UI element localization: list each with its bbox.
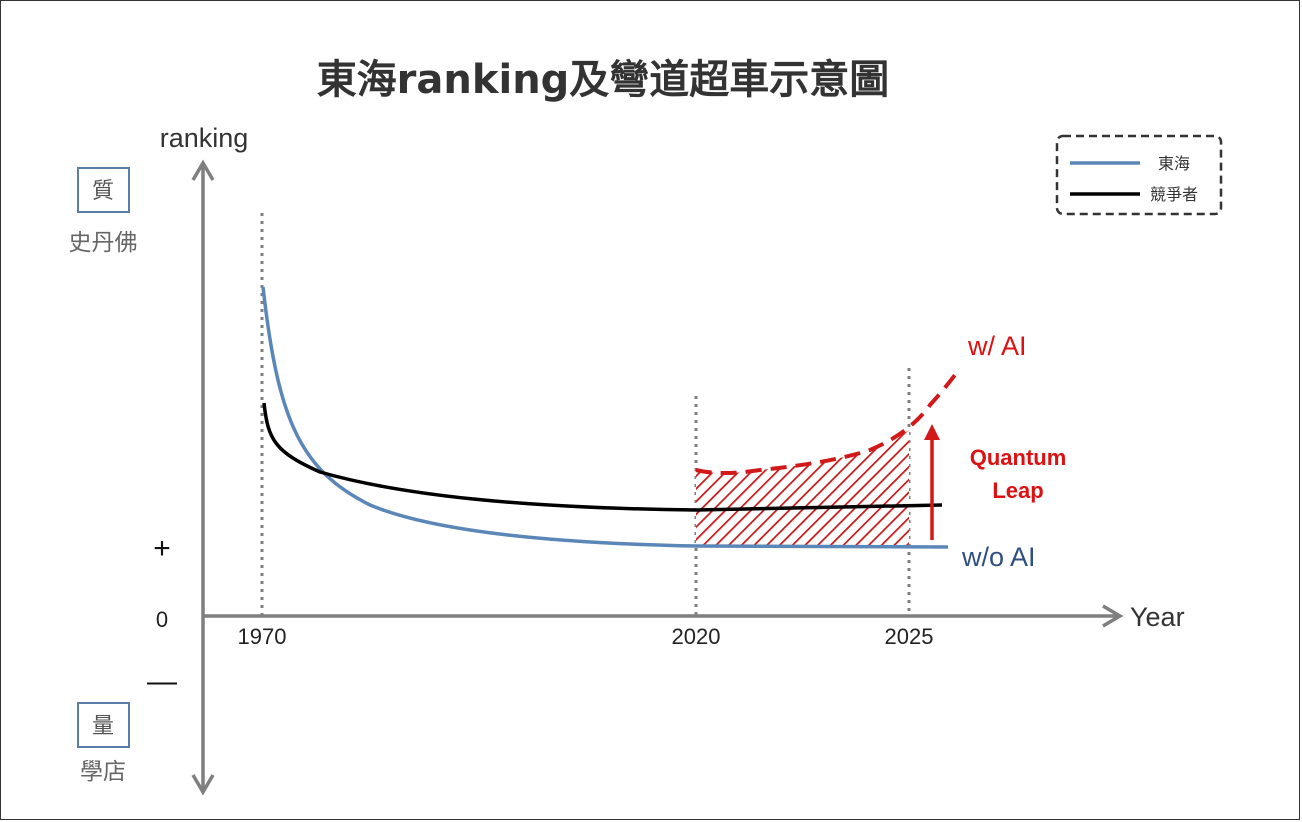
quantum-leap-region	[696, 430, 909, 546]
y-axis-arrow-up	[191, 159, 215, 181]
quality-box	[77, 167, 130, 213]
minus-sign: —	[147, 665, 177, 698]
tunghai-line	[261, 286, 949, 549]
diploma-mill-label: 學店	[80, 759, 126, 785]
legend-label-competitor: 競爭者	[1150, 185, 1198, 204]
x-axis-label: Year	[1130, 602, 1185, 632]
y-axis-arrow-down	[191, 774, 215, 796]
quantum-leap-label-line1: Quantum	[970, 445, 1067, 470]
stanford-label: 史丹佛	[69, 230, 138, 256]
quantity-label: 量	[92, 714, 114, 739]
quality-label: 質	[92, 179, 114, 204]
without-ai-label: w/o AI	[961, 542, 1036, 572]
plus-sign: +	[153, 532, 171, 565]
quantum-leap-arrowhead	[924, 424, 940, 440]
quantum-leap-label-line2: Leap	[992, 478, 1043, 503]
x-tick-2025: 2025	[885, 624, 934, 649]
competitor-line	[262, 402, 943, 512]
y-axis-label: ranking	[160, 123, 249, 153]
x-tick-2020: 2020	[672, 624, 721, 649]
with-ai-line	[695, 366, 962, 475]
chart-title: 東海ranking及彎道超車示意圖	[317, 57, 890, 103]
zero-label: 0	[156, 607, 168, 632]
legend-label-tunghai: 東海	[1158, 154, 1190, 173]
x-axis-arrow	[1102, 604, 1124, 628]
quantity-box	[77, 702, 130, 748]
x-tick-1970: 1970	[238, 624, 287, 649]
with-ai-label: w/ AI	[967, 331, 1027, 361]
